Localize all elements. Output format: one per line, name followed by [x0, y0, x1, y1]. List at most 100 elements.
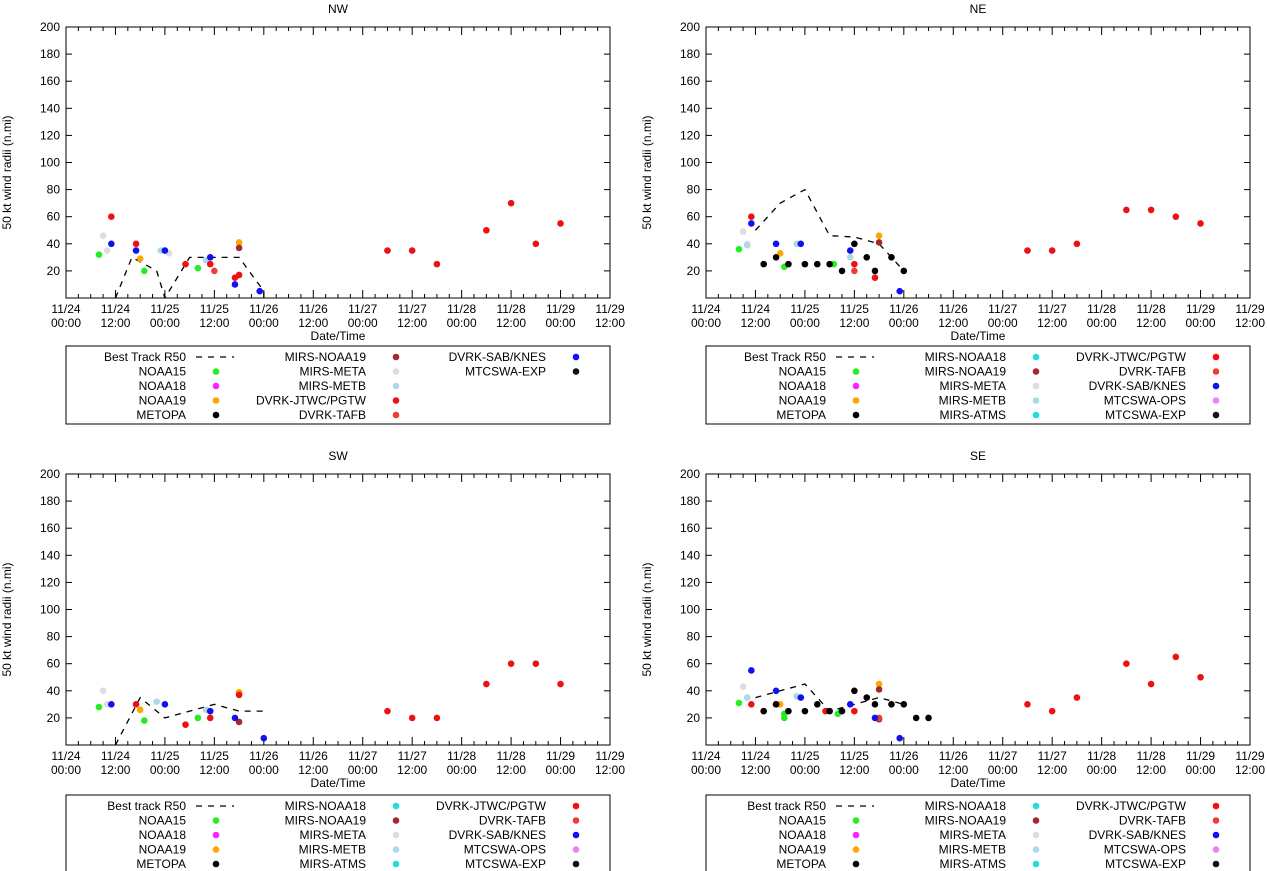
point-dvrk-sab-knes — [206, 707, 214, 715]
point-noaa15 — [735, 245, 743, 253]
y-tick-label: 160 — [680, 74, 700, 88]
x-tick-time: 00:00 — [150, 316, 180, 330]
point-mirs-noaa19 — [235, 244, 243, 252]
y-tick-label: 180 — [40, 47, 60, 61]
point-mirs-metb — [743, 241, 751, 249]
x-tick-time: 12:00 — [839, 763, 869, 777]
x-tick-date: 11/27 — [348, 302, 377, 316]
point-dvrk-jtwc-pgtw — [483, 680, 490, 688]
x-tick-date: 11/28 — [1137, 302, 1166, 316]
point-dvrk-jtwc-pgtw — [557, 220, 564, 227]
legend-point-symbol — [852, 411, 860, 419]
point-dvrk-jtwc-pgtw — [1048, 247, 1056, 254]
y-tick-label: 20 — [687, 264, 701, 278]
legend-point-symbol — [212, 846, 220, 853]
point-metopa — [912, 714, 920, 722]
point-metopa — [826, 707, 833, 715]
point-noaa19 — [136, 706, 144, 714]
point-metopa — [760, 707, 767, 715]
legend-point-symbol — [1032, 353, 1040, 361]
x-tick-date: 11/29 — [1235, 749, 1264, 763]
x-tick-time: 00:00 — [691, 763, 721, 777]
x-tick-time: 00:00 — [1186, 763, 1216, 777]
point-dvrk-jtwc-pgtw — [1147, 206, 1155, 214]
point-dvrk-jtwc-pgtw — [408, 247, 416, 254]
legend-point-symbol — [572, 802, 580, 810]
legend-label: MIRS-ATMS — [300, 857, 366, 871]
legend-point-symbol — [1032, 817, 1040, 824]
legend-label: MTCSWA-OPS — [1104, 394, 1186, 408]
legend-point-symbol — [852, 397, 860, 404]
plot-area — [95, 660, 564, 745]
point-dvrk-jtwc-pgtw — [384, 707, 391, 715]
x-tick-date: 11/24 — [691, 749, 720, 763]
point-noaa19 — [875, 232, 883, 239]
legend-point-symbol — [572, 860, 580, 868]
legend-box — [705, 345, 1251, 425]
point-dvrk-jtwc-pgtw — [851, 260, 858, 268]
plot-frame — [705, 473, 1251, 746]
x-tick-date: 11/28 — [497, 749, 526, 763]
legend-point-symbol — [1032, 368, 1040, 375]
legend-label: METOPA — [136, 857, 186, 871]
y-tick-label: 20 — [47, 264, 61, 278]
point-noaa15 — [735, 699, 743, 707]
legend-point-symbol — [392, 411, 400, 419]
point-dvrk-sab-knes — [108, 240, 115, 248]
x-tick-date: 11/26 — [299, 749, 328, 763]
x-tick-time: 00:00 — [150, 763, 180, 777]
point-mirs-metb — [846, 254, 854, 261]
legend-label: METOPA — [136, 408, 186, 422]
x-tick-time: 00:00 — [51, 763, 81, 777]
y-tick-label: 80 — [47, 630, 61, 644]
x-tick-time: 00:00 — [249, 763, 279, 777]
x-tick-date: 11/26 — [249, 302, 278, 316]
point-mirs-noaa19 — [875, 686, 883, 693]
point-dvrk-jtwc-pgtw — [748, 701, 755, 708]
x-tick-date: 11/24 — [51, 749, 80, 763]
legend-label: MIRS-META — [940, 379, 1006, 393]
legend-point-symbol — [852, 860, 860, 868]
point-metopa — [813, 260, 821, 268]
plot-frame — [65, 26, 611, 299]
legend-point-symbol — [392, 397, 400, 404]
point-noaa15 — [141, 717, 148, 724]
x-tick-date: 11/29 — [595, 302, 624, 316]
x-tick-date: 11/24 — [51, 302, 80, 316]
legend-point-symbol — [1212, 817, 1220, 824]
point-noaa19 — [235, 239, 243, 246]
legend-label: MIRS-NOAA19 — [285, 350, 367, 364]
y-axis-label: 50 kt wind radii (n.mi) — [0, 562, 14, 676]
point-metopa — [871, 701, 879, 708]
legend-point-symbol — [1032, 382, 1040, 390]
y-tick-label: 80 — [687, 183, 701, 197]
x-tick-time: 00:00 — [348, 316, 378, 330]
point-dvrk-jtwc-pgtw — [108, 213, 115, 220]
x-tick-date: 11/28 — [1087, 302, 1116, 316]
legend-point-symbol — [212, 368, 220, 375]
point-dvrk-sab-knes — [871, 714, 879, 722]
x-tick-date: 11/28 — [1087, 749, 1116, 763]
point-mirs-noaa19 — [875, 239, 883, 246]
x-tick-time: 12:00 — [740, 763, 770, 777]
point-dvrk-jtwc-pgtw — [235, 271, 243, 279]
x-tick-date: 11/25 — [150, 749, 179, 763]
legend-point-symbol — [1032, 802, 1040, 810]
y-tick-label: 200 — [680, 467, 700, 481]
legend-point-symbol — [852, 368, 860, 375]
point-noaa15 — [194, 714, 202, 722]
point-noaa15 — [95, 703, 103, 711]
legend-label: DVRK-JTWC/PGTW — [256, 394, 367, 408]
y-tick-label: 100 — [680, 603, 700, 617]
x-tick-date: 11/27 — [398, 302, 427, 316]
x-tick-date: 11/25 — [200, 302, 229, 316]
legend-label: MIRS-NOAA18 — [925, 350, 1007, 364]
point-dvrk-sab-knes — [161, 247, 169, 254]
legend-label: MIRS-ATMS — [940, 408, 1006, 422]
legend-label: NOAA15 — [779, 814, 827, 828]
legend-point-symbol — [572, 817, 580, 824]
point-dvrk-jtwc-pgtw — [532, 660, 540, 667]
legend-label: NOAA15 — [139, 365, 187, 379]
x-tick-time: 00:00 — [447, 316, 477, 330]
